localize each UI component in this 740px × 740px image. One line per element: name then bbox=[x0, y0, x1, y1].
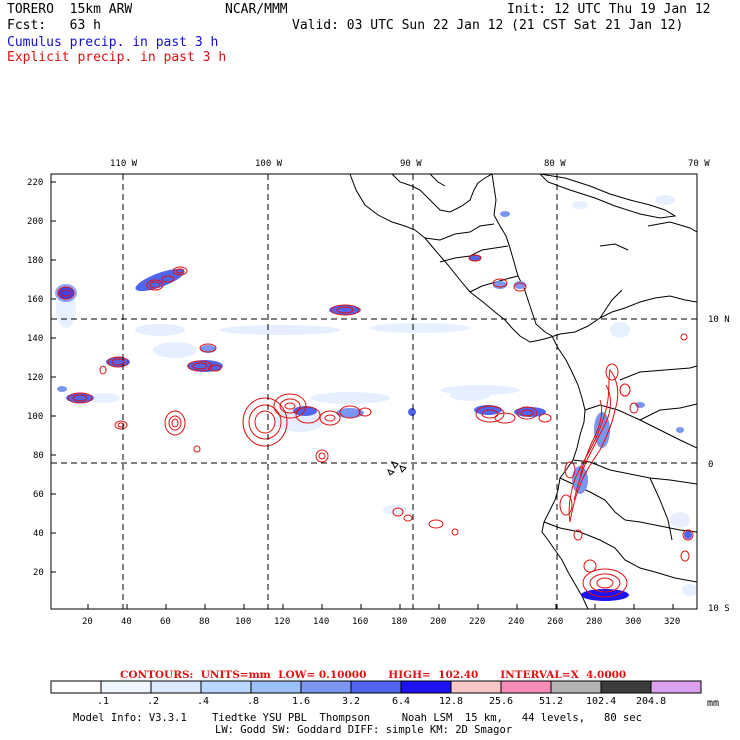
y-tick-label: 60 bbox=[33, 490, 44, 500]
y-tick-label: 20 bbox=[33, 568, 44, 578]
plot-frame bbox=[50, 173, 698, 610]
colorbar-label: .4 bbox=[197, 696, 209, 707]
lon-label-80w: 80 W bbox=[544, 159, 566, 169]
lat-label-10s: 10 S bbox=[708, 604, 730, 614]
x-tick-label: 20 bbox=[82, 617, 93, 627]
x-tick-label: 200 bbox=[430, 617, 446, 627]
lon-label-90w: 90 W bbox=[400, 159, 422, 169]
lat-label-0: 0 bbox=[708, 460, 713, 470]
x-tick-label: 320 bbox=[664, 617, 680, 627]
colorbar-label: 3.2 bbox=[342, 696, 360, 707]
x-axis-ticks bbox=[87, 604, 674, 609]
explicit-precip-label: Explicit precip. in past 3 h bbox=[7, 50, 227, 65]
colorbar-label: 204.8 bbox=[636, 696, 666, 707]
y-tick-label: 200 bbox=[27, 217, 43, 227]
x-tick-label: 80 bbox=[199, 617, 210, 627]
light-precip-shading bbox=[56, 195, 697, 596]
colorbar-label: 51.2 bbox=[539, 696, 563, 707]
color-bar bbox=[50, 680, 702, 694]
x-tick-label: 260 bbox=[547, 617, 563, 627]
y-tick-label: 220 bbox=[27, 178, 43, 188]
lon-label-100w: 100 W bbox=[255, 159, 283, 169]
forecast-hour: Fcst: 63 h bbox=[7, 18, 101, 33]
colorbar-label: .2 bbox=[147, 696, 159, 707]
org-label: NCAR/MMM bbox=[225, 2, 288, 17]
init-time: Init: 12 UTC Thu 19 Jan 12 bbox=[507, 2, 711, 17]
lon-label-110w: 110 W bbox=[110, 159, 138, 169]
map-plot-area bbox=[51, 174, 697, 609]
y-tick-label: 40 bbox=[33, 529, 44, 539]
colorbar-label: 102.4 bbox=[586, 696, 616, 707]
y-tick-label: 180 bbox=[27, 256, 43, 266]
y-axis-ticks bbox=[51, 181, 56, 573]
colorbar-label: 6.4 bbox=[392, 696, 410, 707]
x-tick-label: 120 bbox=[274, 617, 290, 627]
model-info: Model Info: V3.3.1 Tiedtke YSU PBL Thomp… bbox=[73, 712, 642, 724]
colorbar-label: 25.6 bbox=[489, 696, 513, 707]
x-tick-label: 180 bbox=[391, 617, 407, 627]
y-tick-label: 100 bbox=[27, 412, 43, 422]
colorbar-units: mm bbox=[707, 698, 719, 709]
explicit-precip-contours bbox=[57, 254, 694, 598]
cumulus-precip-label: Cumulus precip. in past 3 h bbox=[7, 35, 219, 50]
colorbar-label: 12.8 bbox=[439, 696, 463, 707]
colorbar-label: .1 bbox=[97, 696, 109, 707]
x-tick-label: 240 bbox=[508, 617, 524, 627]
y-tick-label: 140 bbox=[27, 334, 43, 344]
colorbar-label: .8 bbox=[247, 696, 259, 707]
x-tick-label: 140 bbox=[313, 617, 329, 627]
x-tick-label: 60 bbox=[160, 617, 171, 627]
model-physics: LW: Godd SW: Goddard DIFF: simple KM: 2D… bbox=[215, 724, 513, 736]
x-tick-label: 40 bbox=[121, 617, 132, 627]
graticule bbox=[51, 174, 697, 609]
x-tick-label: 280 bbox=[586, 617, 602, 627]
lon-label-70w: 70 W bbox=[688, 159, 710, 169]
model-title: TORERO 15km ARW bbox=[7, 2, 133, 17]
x-tick-label: 100 bbox=[235, 617, 251, 627]
x-tick-label: 220 bbox=[469, 617, 485, 627]
x-tick-label: 300 bbox=[625, 617, 641, 627]
x-tick-label: 160 bbox=[352, 617, 368, 627]
y-tick-label: 120 bbox=[27, 373, 43, 383]
valid-time: Valid: 03 UTC Sun 22 Jan 12 (21 CST Sat … bbox=[292, 18, 684, 33]
colorbar-label: 1.6 bbox=[292, 696, 310, 707]
contour-info: CONTOURS: UNITS=mm LOW= 0.10000 HIGH= 10… bbox=[120, 669, 627, 681]
y-tick-label: 160 bbox=[27, 295, 43, 305]
coastlines bbox=[349, 174, 697, 609]
lat-label-10n: 10 N bbox=[708, 315, 730, 325]
y-tick-label: 80 bbox=[33, 451, 44, 461]
